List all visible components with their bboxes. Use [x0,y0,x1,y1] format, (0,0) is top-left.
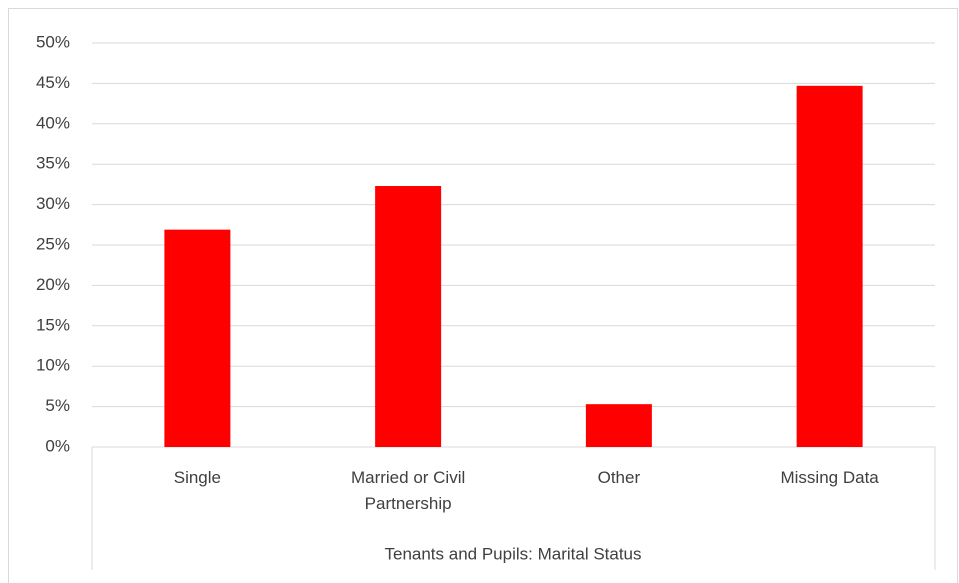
bar [585,404,652,447]
y-tick-label: 20% [36,275,70,294]
y-tick-label: 45% [36,73,70,92]
bar [164,229,231,447]
bar [796,85,863,447]
y-tick-label: 40% [36,113,70,132]
x-tick-label: Married or Civil Partnership [350,468,466,513]
y-tick-label: 35% [36,154,70,173]
x-tick-label: Single [173,468,221,487]
y-tick-label: 15% [36,315,70,334]
y-tick-label: 0% [45,436,70,455]
bar [375,186,442,448]
y-tick-label: 5% [45,396,70,415]
y-tick-label: 30% [36,194,70,213]
x-tick-label: Other [597,468,641,487]
chart-border [8,8,958,583]
y-tick-label: 25% [36,234,70,253]
y-tick-label: 10% [36,356,70,375]
y-tick-label: 50% [36,32,70,51]
x-tick-label: Missing Data [780,468,879,487]
x-axis-label: Tenants and Pupils: Marital Status [384,544,641,563]
